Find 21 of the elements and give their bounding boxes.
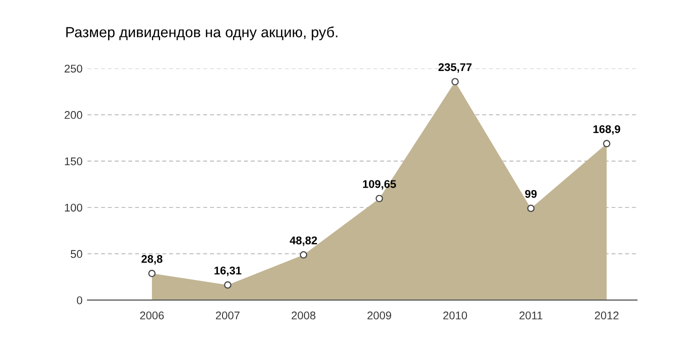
x-tick-label: 2011 (520, 312, 542, 320)
x-tick-label: 2009 (368, 312, 392, 320)
x-tick-label: 2008 (292, 312, 316, 320)
y-tick-label: 0 (76, 296, 82, 304)
y-tick-label: 50 (70, 250, 82, 258)
y-tick-label: 150 (64, 157, 82, 166)
x-tick-label: 2012 (594, 312, 618, 320)
y-tick-label: 100 (64, 204, 82, 212)
y-tick-label: 200 (64, 111, 82, 119)
y-tick-label: 250 (64, 64, 82, 73)
data-label: 235,77 (438, 63, 472, 73)
data-label: 28,8 (142, 255, 162, 264)
data-label: 109,65 (363, 180, 396, 190)
chart-title: Размер дивидендов на одну акцию, руб. (66, 26, 338, 40)
x-tick-label: 2006 (140, 312, 164, 320)
data-label: 168,9 (593, 125, 620, 135)
data-label: 48,82 (290, 236, 317, 246)
x-tick-label: 2010 (443, 312, 468, 320)
data-label: 16,31 (214, 266, 242, 276)
data-label: 99 (525, 190, 537, 198)
x-tick-label: 2007 (216, 312, 240, 320)
